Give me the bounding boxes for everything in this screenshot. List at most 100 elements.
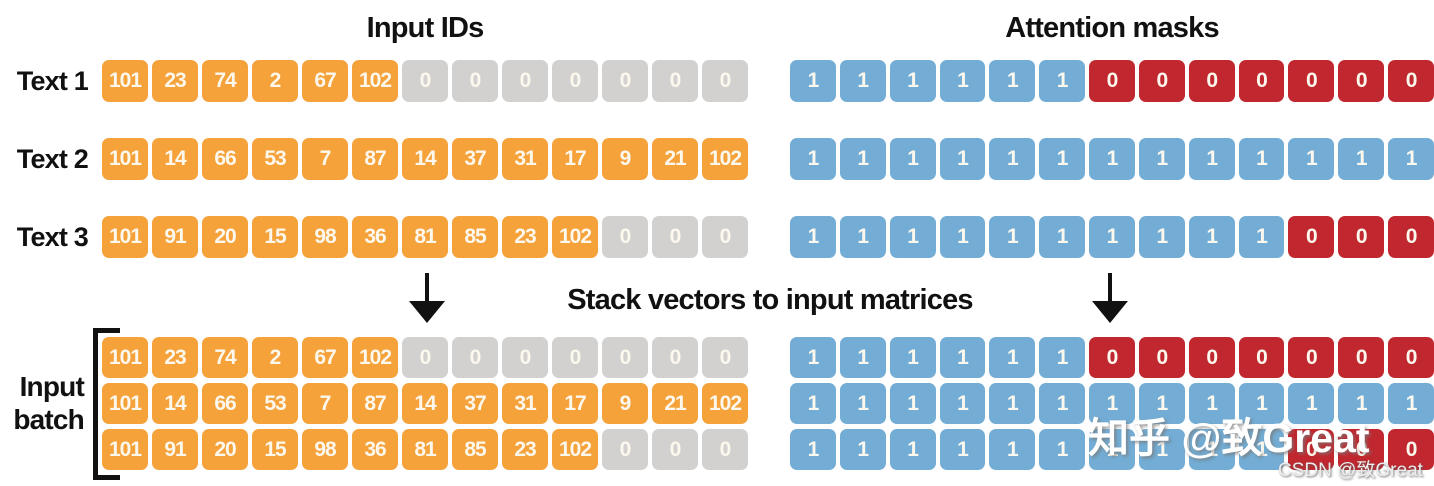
mask-one-cell: 1 [989, 429, 1036, 470]
token-id-cell: 37 [452, 138, 498, 180]
mask-one-cell: 1 [989, 337, 1036, 378]
mask-one-cell: 1 [839, 138, 886, 180]
token-id-cell: 23 [152, 60, 198, 102]
mask-one-cell: 1 [790, 216, 836, 258]
token-id-cell: 102 [702, 138, 748, 180]
mask-zero-cell: 0 [1188, 337, 1235, 378]
mask-zero-cell: 0 [1388, 216, 1434, 258]
token-id-cell: 98 [302, 429, 348, 470]
padding-cell: 0 [552, 337, 598, 378]
token-id-cell: 74 [202, 60, 248, 102]
token-id-cell: 21 [652, 138, 698, 180]
mask-one-cell: 1 [1138, 429, 1185, 470]
token-id-cell: 37 [452, 383, 498, 424]
mask-zero-cell: 0 [1288, 337, 1335, 378]
token-id-cell: 102 [352, 60, 398, 102]
token-id-cell: 23 [502, 429, 548, 470]
mask-one-cell: 1 [1089, 216, 1135, 258]
mask-one-cell: 1 [889, 337, 936, 378]
input-ids-vector: 101 91 20 15 98 36 81 85 23 102 0 0 0 [102, 216, 748, 258]
mask-one-cell: 1 [989, 216, 1036, 258]
mask-zero-cell: 0 [1089, 337, 1135, 378]
token-id-cell: 36 [352, 216, 398, 258]
text-row-label: Text 2 [16, 144, 89, 174]
mask-one-cell: 1 [1338, 383, 1385, 424]
padding-cell: 0 [652, 60, 698, 102]
padding-cell: 0 [602, 60, 648, 102]
mask-one-cell: 1 [839, 60, 886, 102]
token-id-cell: 36 [352, 429, 398, 470]
token-id-cell: 67 [302, 60, 348, 102]
input-batch-label-line1: Input [19, 371, 85, 402]
csdn-watermark: CSDN @致Great [1278, 460, 1423, 481]
mask-one-cell: 1 [889, 429, 936, 470]
mask-one-cell: 1 [939, 337, 986, 378]
mask-one-cell: 1 [790, 138, 836, 180]
token-id-cell: 91 [152, 216, 198, 258]
mask-zero-cell: 0 [1338, 216, 1385, 258]
mask-one-cell: 1 [1188, 216, 1235, 258]
input-ids-matrix-row: 101 91 20 15 98 36 81 85 23 102 0 0 0 [102, 429, 748, 470]
mask-one-cell: 1 [1238, 429, 1285, 470]
token-id-cell: 23 [152, 337, 198, 378]
down-arrow-icon [1092, 273, 1128, 325]
token-id-cell: 21 [652, 383, 698, 424]
mask-zero-cell: 0 [1288, 216, 1335, 258]
mask-one-cell: 1 [1138, 138, 1185, 180]
padding-cell: 0 [652, 337, 698, 378]
padding-cell: 0 [502, 337, 548, 378]
matrix-bracket [93, 328, 120, 480]
token-id-cell: 101 [102, 138, 148, 180]
token-id-cell: 31 [502, 383, 548, 424]
token-id-cell: 53 [252, 383, 298, 424]
mask-one-cell: 1 [989, 138, 1036, 180]
mask-one-cell: 1 [939, 60, 986, 102]
padding-cell: 0 [602, 216, 648, 258]
token-id-cell: 85 [452, 216, 498, 258]
token-id-cell: 102 [552, 216, 598, 258]
mask-one-cell: 1 [1238, 138, 1285, 180]
stack-vectors-label: Stack vectors to input matrices [567, 284, 973, 316]
token-id-cell: 2 [252, 60, 298, 102]
mask-zero-cell: 0 [1338, 337, 1385, 378]
mask-one-cell: 1 [1138, 383, 1185, 424]
mask-one-cell: 1 [1138, 216, 1185, 258]
token-id-cell: 101 [102, 383, 148, 424]
mask-one-cell: 1 [989, 60, 1036, 102]
padding-cell: 0 [652, 429, 698, 470]
token-id-cell: 53 [252, 138, 298, 180]
mask-one-cell: 1 [839, 216, 886, 258]
token-id-cell: 85 [452, 429, 498, 470]
padding-cell: 0 [702, 216, 748, 258]
token-id-cell: 67 [302, 337, 348, 378]
mask-one-cell: 1 [889, 216, 936, 258]
mask-zero-cell: 0 [1388, 429, 1434, 470]
mask-one-cell: 1 [839, 429, 886, 470]
mask-zero-cell: 0 [1188, 60, 1235, 102]
padding-cell: 0 [402, 337, 448, 378]
mask-one-cell: 1 [889, 60, 936, 102]
token-id-cell: 74 [202, 337, 248, 378]
mask-one-cell: 1 [1388, 383, 1434, 424]
token-id-cell: 102 [702, 383, 748, 424]
mask-one-cell: 1 [1188, 383, 1235, 424]
mask-one-cell: 1 [939, 429, 986, 470]
token-id-cell: 101 [102, 429, 148, 470]
mask-one-cell: 1 [1238, 383, 1285, 424]
token-id-cell: 102 [552, 429, 598, 470]
mask-one-cell: 1 [989, 383, 1036, 424]
token-id-cell: 14 [152, 383, 198, 424]
token-id-cell: 20 [202, 216, 248, 258]
mask-one-cell: 1 [1288, 138, 1335, 180]
input-batch-label: Input batch [0, 370, 84, 436]
token-id-cell: 101 [102, 216, 148, 258]
token-id-cell: 101 [102, 60, 148, 102]
input-ids-vector: 101 14 66 53 7 87 14 37 31 17 9 21 102 [102, 138, 748, 180]
token-id-cell: 15 [252, 429, 298, 470]
padding-cell: 0 [602, 337, 648, 378]
